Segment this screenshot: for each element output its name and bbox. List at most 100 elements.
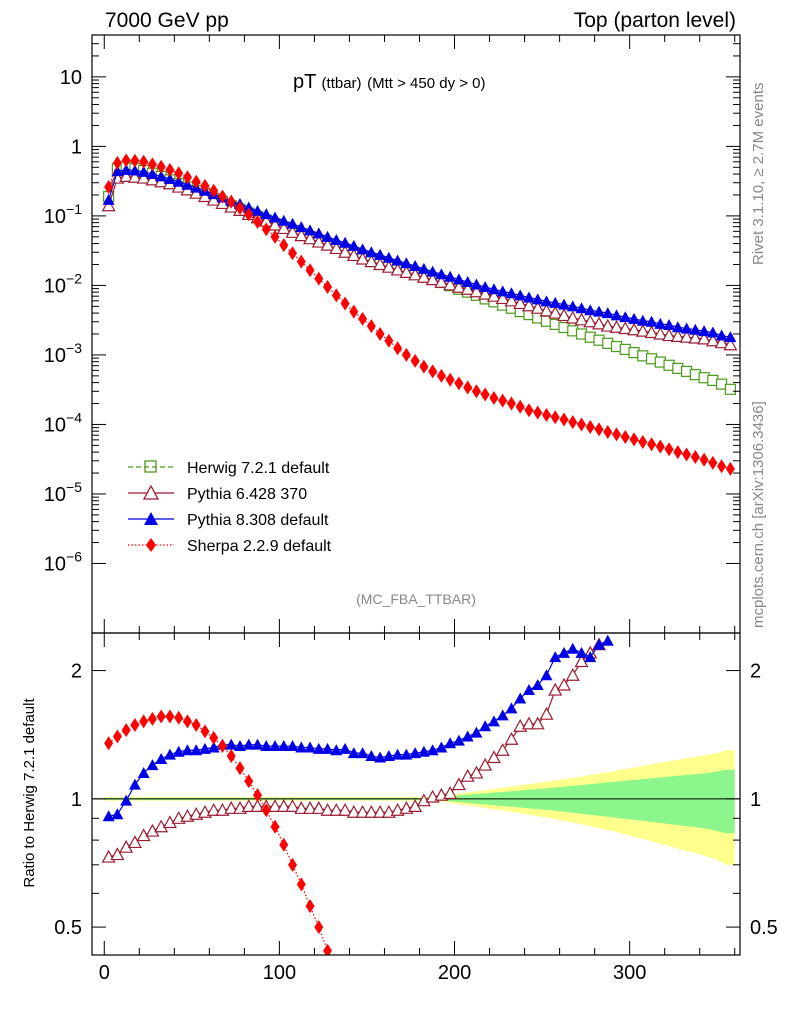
main-ytick-label-1: 1 bbox=[71, 136, 82, 158]
main-point-1-47 bbox=[513, 296, 528, 310]
ratio-point-1-10 bbox=[190, 744, 203, 756]
main-point-3-3 bbox=[130, 153, 140, 168]
main-point-2-57 bbox=[601, 307, 614, 319]
main-point-1-34 bbox=[399, 265, 414, 278]
main-ytick-base-7: 10 bbox=[44, 553, 66, 575]
legend-entry-herwig: Herwig 7.2.1 default bbox=[128, 460, 330, 477]
main-point-1-60 bbox=[627, 322, 642, 336]
ratio-ytick-label-right-1: 1 bbox=[750, 789, 761, 811]
ratio-point-2-11 bbox=[200, 724, 210, 739]
ratio-point-1-27 bbox=[339, 742, 352, 754]
main-point-2-43 bbox=[479, 280, 492, 292]
main-point-1-62 bbox=[644, 325, 659, 339]
main-point-1-36 bbox=[416, 270, 431, 283]
ratio-point-0-43 bbox=[478, 757, 493, 771]
main-ytick-label-6: 10−5 bbox=[44, 479, 82, 506]
analysis-tag: (MC_FBA_TTBAR) bbox=[356, 591, 476, 607]
plot-title-sub1: (ttbar) bbox=[322, 75, 362, 92]
ratio-point-0-25 bbox=[320, 803, 335, 816]
main-point-3-18 bbox=[261, 222, 271, 237]
ratio-point-2-9 bbox=[182, 714, 192, 729]
main-point-2-55 bbox=[584, 304, 597, 316]
ratio-point-0-52 bbox=[556, 677, 571, 691]
ratio-point-0-44 bbox=[486, 750, 501, 764]
main-point-3-44 bbox=[489, 391, 499, 406]
ratio-point-2-12 bbox=[209, 730, 219, 745]
ratio-point-1-32 bbox=[382, 750, 395, 762]
main-point-2-56 bbox=[593, 305, 606, 317]
ratio-point-1-14 bbox=[225, 738, 238, 750]
ratio-ytick-label-right-2: 0.5 bbox=[750, 917, 778, 939]
main-point-3-30 bbox=[366, 319, 376, 334]
legend-entry-pythia8: Pythia 8.308 default bbox=[128, 512, 329, 529]
ratio-point-1-43 bbox=[479, 720, 492, 732]
main-point-1-56 bbox=[592, 316, 607, 330]
main-point-3-31 bbox=[375, 327, 385, 341]
ratio-point-1-46 bbox=[505, 702, 518, 714]
main-point-2-8 bbox=[172, 175, 185, 187]
main-point-3-19 bbox=[270, 229, 280, 244]
ratio-point-1-47 bbox=[514, 692, 527, 704]
ratio-point-2-23 bbox=[305, 899, 315, 914]
main-point-2-38 bbox=[435, 268, 448, 280]
main-point-2-39 bbox=[444, 270, 457, 282]
main-point-2-6 bbox=[155, 170, 168, 182]
legend-marker-sherpa bbox=[146, 538, 156, 552]
main-point-3-38 bbox=[436, 368, 446, 383]
ratio-point-2-5 bbox=[147, 711, 157, 726]
ratio-point-1-6 bbox=[155, 753, 168, 765]
main-ytick-exp-3: −2 bbox=[66, 270, 82, 286]
main-point-2-60 bbox=[628, 312, 641, 324]
main-point-1-54 bbox=[574, 312, 589, 326]
main-point-3-13 bbox=[217, 189, 227, 204]
main-point-2-5 bbox=[146, 168, 159, 180]
ratio-point-2-4 bbox=[139, 714, 149, 729]
main-ytick-label-0: 10 bbox=[60, 67, 82, 89]
main-point-3-0 bbox=[104, 180, 114, 195]
main-point-3-70 bbox=[717, 459, 727, 474]
main-ytick-exp-2: −1 bbox=[66, 201, 82, 217]
main-point-1-0 bbox=[101, 198, 116, 212]
ratio-point-0-3 bbox=[127, 835, 142, 849]
main-point-1-28 bbox=[346, 248, 361, 262]
main-point-3-48 bbox=[524, 403, 534, 418]
ratio-point-1-3 bbox=[128, 778, 141, 790]
ratio-point-0-29 bbox=[355, 804, 370, 818]
main-point-2-2 bbox=[120, 163, 133, 175]
ratio-frame bbox=[91, 632, 741, 956]
ratio-point-1-28 bbox=[347, 747, 360, 759]
ratio-y-axis-label: Ratio to Herwig 7.2.1 default bbox=[21, 698, 38, 888]
ratio-point-0-12 bbox=[206, 803, 221, 816]
main-point-1-49 bbox=[530, 300, 545, 314]
ratio-point-1-19 bbox=[269, 740, 282, 752]
ratio-point-1-44 bbox=[487, 715, 500, 727]
ratio-point-1-37 bbox=[426, 744, 439, 756]
ratio-point-0-1 bbox=[110, 847, 125, 861]
main-point-3-16 bbox=[244, 207, 254, 222]
ratio-ytick-label-left-0: 2 bbox=[71, 661, 82, 683]
main-point-3-55 bbox=[585, 419, 595, 434]
ratio-point-1-15 bbox=[233, 740, 246, 752]
main-point-3-42 bbox=[471, 384, 481, 399]
main-point-3-50 bbox=[541, 407, 551, 422]
ratio-point-0-50 bbox=[539, 706, 554, 720]
mcplots-label: mcplots.cern.ch [arXiv:1306.3436] bbox=[750, 401, 767, 628]
ratio-point-2-21 bbox=[288, 857, 298, 872]
main-point-1-46 bbox=[504, 293, 519, 307]
main-point-2-63 bbox=[654, 317, 667, 329]
main-point-1-59 bbox=[618, 321, 633, 335]
main-point-2-47 bbox=[514, 289, 527, 301]
main-point-3-58 bbox=[612, 427, 622, 442]
main-point-0-71 bbox=[724, 383, 736, 395]
main-point-3-52 bbox=[559, 412, 569, 427]
main-point-2-62 bbox=[645, 315, 658, 327]
ratio-point-1-52 bbox=[557, 646, 570, 658]
main-point-3-1 bbox=[112, 155, 122, 170]
main-ytick-base-1: 1 bbox=[71, 136, 82, 158]
main-point-1-53 bbox=[565, 310, 580, 324]
ratio-point-1-31 bbox=[374, 751, 387, 763]
main-point-3-56 bbox=[594, 422, 604, 437]
main-point-2-25 bbox=[321, 230, 334, 242]
ratio-panel-series bbox=[101, 634, 614, 955]
